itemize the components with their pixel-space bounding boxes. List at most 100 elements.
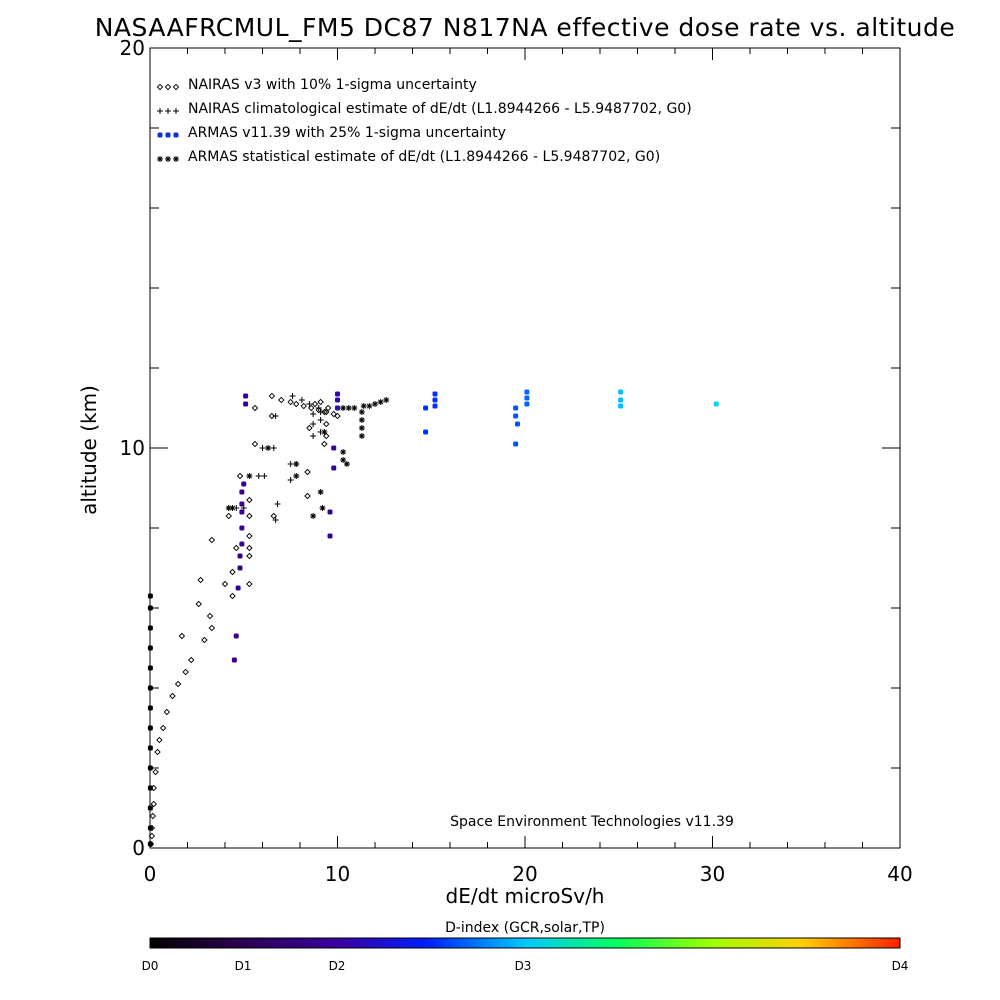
- nairas-point: [330, 410, 337, 418]
- armas-point: [231, 657, 237, 663]
- armas-point: [241, 481, 247, 487]
- y-axis-label: altitude (km): [77, 385, 101, 515]
- nairas-clim-point: [306, 401, 313, 407]
- nairas-clim-point: [310, 421, 317, 427]
- nairas-point: [251, 404, 259, 412]
- nairas-clim-point: [310, 433, 317, 439]
- armas-stat-point: [293, 461, 300, 467]
- armas-stat-point: [360, 403, 367, 409]
- series-dot: [147, 389, 719, 847]
- x-tick-label: 20: [512, 862, 537, 886]
- chart-title: NASAAFRCMUL_FM5 DC87 N817NA effective do…: [95, 13, 956, 42]
- armas-point: [432, 391, 438, 397]
- axis-ticks: 0 10 20 30 40 0 10 20: [120, 36, 913, 886]
- armas-point: [335, 391, 340, 397]
- nairas-point: [306, 424, 313, 432]
- armas-point: [618, 389, 624, 395]
- armas-stat-point: [340, 405, 347, 411]
- nairas-point: [268, 392, 276, 400]
- armas-point: [235, 585, 241, 591]
- nairas-point: [163, 708, 171, 716]
- colorbar: [149, 937, 901, 949]
- armas-point: [239, 489, 245, 495]
- nairas-clim-point: [289, 393, 296, 399]
- nairas-point: [287, 398, 294, 406]
- armas-point: [147, 745, 153, 751]
- armas-point: [524, 395, 530, 401]
- nairas-point: [159, 724, 167, 732]
- armas-stat-point: [229, 505, 236, 511]
- armas-stat-point: [372, 401, 378, 407]
- legend-entry: NAIRAS v3 with 10% 1-sigma uncertainty: [188, 77, 477, 93]
- nairas-point: [182, 668, 189, 676]
- armas-stat-point: [377, 399, 384, 405]
- nairas-clim-point: [255, 473, 262, 479]
- armas-point: [331, 465, 337, 471]
- series-plus: [233, 393, 324, 523]
- y-tick-label: 10: [120, 436, 145, 460]
- colorbar-label: D4: [892, 959, 909, 973]
- armas-point: [237, 565, 243, 571]
- legend-marker: [165, 108, 171, 114]
- credit-text: Space Environment Technologies v11.39: [450, 814, 734, 830]
- nairas-clim-point: [310, 411, 317, 417]
- armas-point: [239, 509, 245, 515]
- nairas-point: [225, 512, 232, 520]
- nairas-point: [148, 832, 156, 840]
- armas-stat-point: [358, 425, 365, 431]
- armas-point: [147, 625, 153, 631]
- armas-point: [713, 401, 719, 407]
- legend-entry: ARMAS v11.39 with 25% 1-sigma uncertaint…: [188, 125, 506, 141]
- armas-point: [239, 501, 245, 507]
- armas-point: [432, 403, 438, 409]
- nairas-clim-point: [315, 405, 322, 411]
- nairas-clim-point: [317, 417, 324, 423]
- nairas-point: [233, 544, 240, 552]
- armas-point: [335, 397, 340, 403]
- y-tick-label: 20: [120, 36, 145, 60]
- armas-point: [237, 553, 243, 559]
- legend-marker: [164, 83, 172, 91]
- legend-marker: [173, 108, 179, 114]
- armas-stat-point: [317, 489, 324, 495]
- armas-stat-point: [293, 473, 300, 479]
- armas-stat-point: [340, 457, 347, 463]
- nairas-point: [206, 612, 214, 620]
- nairas-point: [323, 432, 330, 440]
- armas-stat-point: [358, 409, 365, 415]
- nairas-point: [246, 532, 253, 540]
- nairas-point: [321, 408, 328, 416]
- armas-point: [147, 605, 153, 611]
- nairas-point: [251, 440, 259, 448]
- nairas-point: [246, 496, 253, 504]
- armas-point: [335, 405, 340, 411]
- x-tick-label: 40: [887, 862, 912, 886]
- legend-marker: [165, 156, 171, 162]
- armas-point: [147, 665, 153, 671]
- nairas-clim-point: [298, 397, 305, 403]
- legend-entry: NAIRAS climatological estimate of dE/dt …: [188, 101, 692, 117]
- armas-point: [423, 429, 429, 435]
- nairas-point: [178, 632, 186, 640]
- nairas-clim-point: [317, 409, 324, 415]
- armas-point: [147, 785, 153, 791]
- armas-point: [423, 405, 429, 411]
- nairas-point: [304, 492, 311, 500]
- armas-point: [243, 401, 249, 407]
- nairas-point: [229, 568, 236, 576]
- armas-point: [233, 633, 239, 639]
- nairas-point: [195, 600, 202, 608]
- nairas-point: [300, 402, 307, 410]
- armas-point: [331, 445, 337, 451]
- armas-point: [147, 825, 153, 831]
- colorbar-label: D0: [142, 959, 159, 973]
- nairas-clim-point: [287, 461, 294, 467]
- armas-point: [147, 725, 153, 731]
- armas-stat-point: [319, 505, 326, 511]
- armas-stat-point: [340, 449, 347, 455]
- armas-stat-point: [343, 461, 350, 467]
- armas-point: [239, 525, 245, 531]
- nairas-point: [174, 680, 182, 688]
- nairas-clim-point: [272, 413, 279, 419]
- nairas-clim-point: [270, 445, 277, 451]
